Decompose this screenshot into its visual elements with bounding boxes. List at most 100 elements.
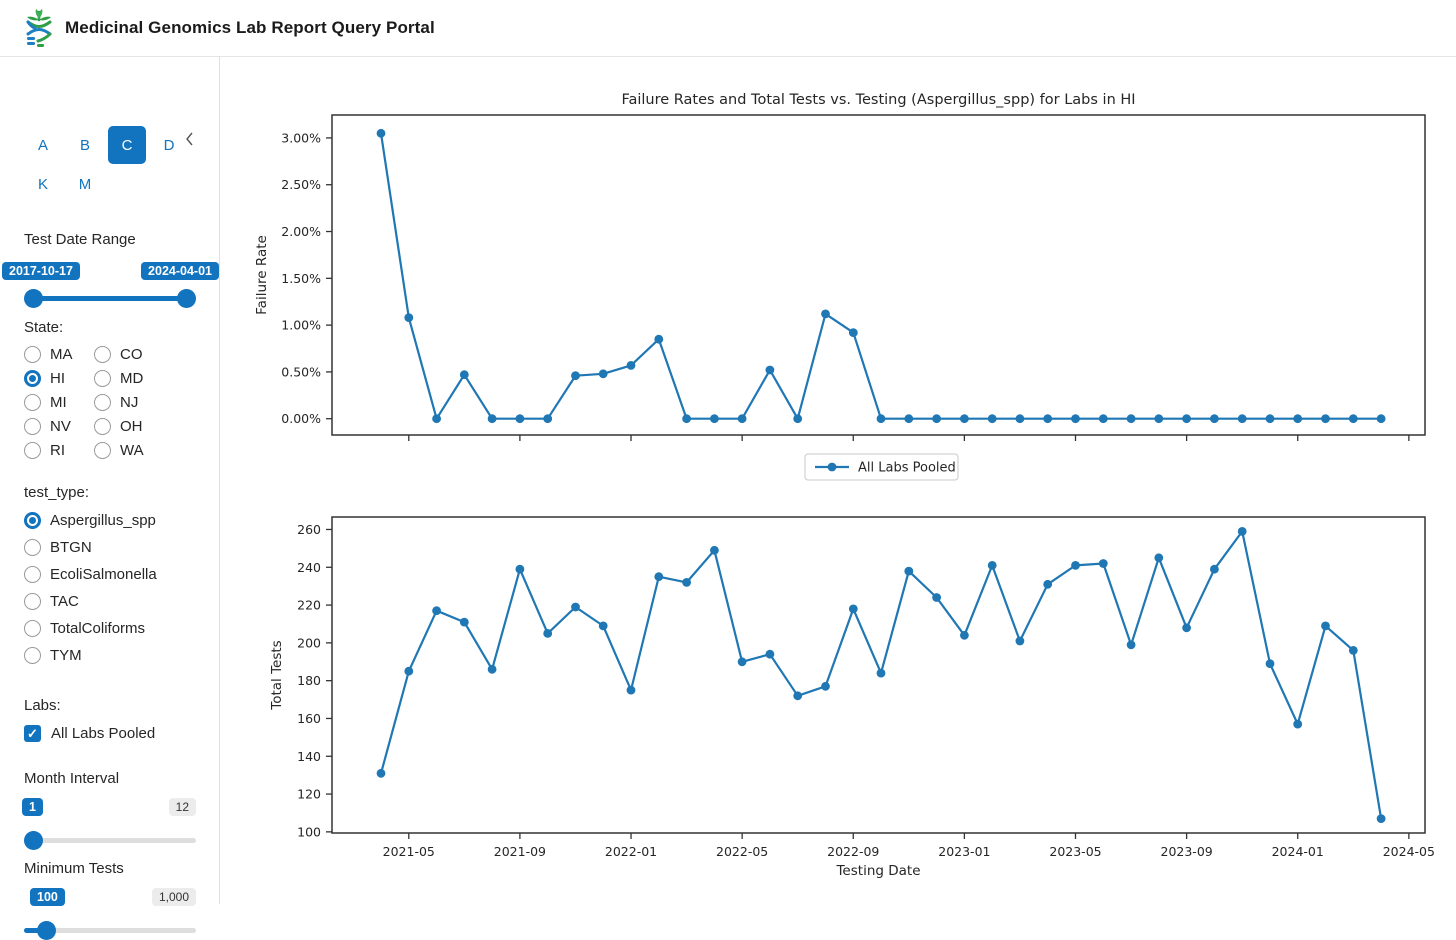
state-option-hi-radio[interactable] <box>24 370 41 387</box>
svg-text:2023-05: 2023-05 <box>1049 844 1101 859</box>
labs-option-label: All Labs Pooled <box>51 725 156 742</box>
date-range-slider: 2017-10-17 2024-04-01 <box>2 256 219 308</box>
state-option-md[interactable]: MD <box>94 370 180 387</box>
date-range-from-badge: 2017-10-17 <box>2 262 80 280</box>
month-interval-max-badge: 12 <box>168 798 196 816</box>
test-type-option-aspergillus_spp-radio[interactable] <box>24 512 41 529</box>
state-option-nj-label: NJ <box>120 394 139 411</box>
svg-text:140: 140 <box>297 749 321 764</box>
svg-text:120: 120 <box>297 787 321 802</box>
tab-b[interactable]: B <box>79 136 90 154</box>
labs-checkbox[interactable]: ✓ <box>24 725 41 742</box>
svg-text:2022-05: 2022-05 <box>716 844 768 859</box>
state-option-wa[interactable]: WA <box>94 442 180 459</box>
test-type-option-totalcoliforms[interactable]: TotalColiforms <box>24 620 157 637</box>
state-option-ri-label: RI <box>50 442 65 459</box>
month-interval-track[interactable] <box>24 838 196 843</box>
state-option-wa-radio[interactable] <box>94 442 111 459</box>
svg-text:0.50%: 0.50% <box>281 364 321 379</box>
state-option-md-label: MD <box>120 370 144 387</box>
minimum-tests-value-badge: 100 <box>30 888 65 906</box>
state-option-co-label: CO <box>120 346 143 363</box>
state-option-nj[interactable]: NJ <box>94 394 180 411</box>
state-option-nv-label: NV <box>50 418 71 435</box>
state-option-oh-radio[interactable] <box>94 418 111 435</box>
svg-text:160: 160 <box>297 711 321 726</box>
test-type-option-tym-radio[interactable] <box>24 647 41 664</box>
test-type-option-tac[interactable]: TAC <box>24 593 157 610</box>
svg-text:Failure Rate: Failure Rate <box>254 235 270 315</box>
date-range-fill <box>33 296 187 301</box>
state-option-co-radio[interactable] <box>94 346 111 363</box>
test-type-option-btgn[interactable]: BTGN <box>24 539 157 556</box>
state-option-ri[interactable]: RI <box>24 442 94 459</box>
tab-c[interactable]: C <box>108 126 146 164</box>
state-label: State: <box>24 319 64 336</box>
svg-text:All Labs Pooled: All Labs Pooled <box>858 461 956 476</box>
tab-m[interactable]: M <box>78 175 92 193</box>
svg-text:2023-01: 2023-01 <box>938 844 990 859</box>
month-interval-section: Month Interval 1 12 <box>0 770 220 850</box>
svg-text:180: 180 <box>297 673 321 688</box>
state-option-oh-label: OH <box>120 418 143 435</box>
state-option-ma[interactable]: MA <box>24 346 94 363</box>
test-type-option-ecolisalmonella-label: EcoliSalmonella <box>50 566 157 583</box>
test-type-label: test_type: <box>24 484 90 501</box>
app-header: Medicinal Genomics Lab Report Query Port… <box>0 0 1456 57</box>
svg-text:2022-01: 2022-01 <box>605 844 657 859</box>
test-type-option-tym[interactable]: TYM <box>24 647 157 664</box>
state-option-ma-radio[interactable] <box>24 346 41 363</box>
svg-text:Testing Date: Testing Date <box>835 863 920 879</box>
state-option-nv[interactable]: NV <box>24 418 94 435</box>
state-option-hi-label: HI <box>50 370 65 387</box>
charts-canvas: 0.00% 0.50% 1.00% 1.50% 2.00% 2.50% 3.00% Failu… <box>254 92 1435 879</box>
app-logo-icon <box>26 9 52 47</box>
tab-a[interactable]: A <box>37 136 48 154</box>
state-option-hi[interactable]: HI <box>24 370 94 387</box>
state-option-co[interactable]: CO <box>94 346 180 363</box>
state-option-ri-radio[interactable] <box>24 442 41 459</box>
test-type-option-aspergillus_spp-label: Aspergillus_spp <box>50 512 156 529</box>
svg-text:2021-05: 2021-05 <box>383 844 435 859</box>
svg-text:220: 220 <box>297 598 321 613</box>
test-type-option-totalcoliforms-radio[interactable] <box>24 620 41 637</box>
state-option-wa-label: WA <box>120 442 144 459</box>
svg-text:2024-01: 2024-01 <box>1272 844 1324 859</box>
minimum-tests-handle[interactable] <box>37 921 56 940</box>
state-option-md-radio[interactable] <box>94 370 111 387</box>
labs-label: Labs: <box>24 697 61 714</box>
state-option-mi-label: MI <box>50 394 67 411</box>
state-option-mi-radio[interactable] <box>24 394 41 411</box>
state-option-mi[interactable]: MI <box>24 394 94 411</box>
minimum-tests-label: Minimum Tests <box>24 860 124 877</box>
date-range-handle-to[interactable] <box>177 289 196 308</box>
svg-text:2021-09: 2021-09 <box>494 844 546 859</box>
state-option-nj-radio[interactable] <box>94 394 111 411</box>
test-type-filter: test_type: Aspergillus_spp BTGN EcoliSalmo… <box>24 484 157 664</box>
minimum-tests-slider: 100 1,000 <box>24 888 196 940</box>
month-interval-label: Month Interval <box>24 770 120 787</box>
svg-text:100: 100 <box>297 824 321 839</box>
svg-text:2023-09: 2023-09 <box>1161 844 1213 859</box>
labs-filter: Labs: ✓ All Labs Pooled <box>24 697 155 742</box>
month-interval-handle[interactable] <box>24 831 43 850</box>
tab-d[interactable]: D <box>163 136 175 154</box>
state-option-nv-radio[interactable] <box>24 418 41 435</box>
test-type-option-ecolisalmonella[interactable]: EcoliSalmonella <box>24 566 157 583</box>
labs-checkbox-row[interactable]: ✓ All Labs Pooled <box>24 725 155 742</box>
svg-text:2.00%: 2.00% <box>281 224 321 239</box>
tab-k[interactable]: K <box>37 175 48 193</box>
month-interval-value-badge: 1 <box>22 798 43 816</box>
test-type-option-ecolisalmonella-radio[interactable] <box>24 566 41 583</box>
sidebar-collapse-icon[interactable] <box>182 131 198 147</box>
date-range-handle-from[interactable] <box>24 289 43 308</box>
test-type-option-btgn-label: BTGN <box>50 539 92 556</box>
svg-text:200: 200 <box>297 635 321 650</box>
test-type-option-tac-radio[interactable] <box>24 593 41 610</box>
state-option-oh[interactable]: OH <box>94 418 180 435</box>
test-type-option-aspergillus_spp[interactable]: Aspergillus_spp <box>24 512 157 529</box>
date-range-label: Test Date Range <box>24 231 136 248</box>
failure-rate-chart: 0.00% 0.50% 1.00% 1.50% 2.00% 2.50% 3.00% Failu… <box>254 92 1426 441</box>
test-type-option-btgn-radio[interactable] <box>24 539 41 556</box>
